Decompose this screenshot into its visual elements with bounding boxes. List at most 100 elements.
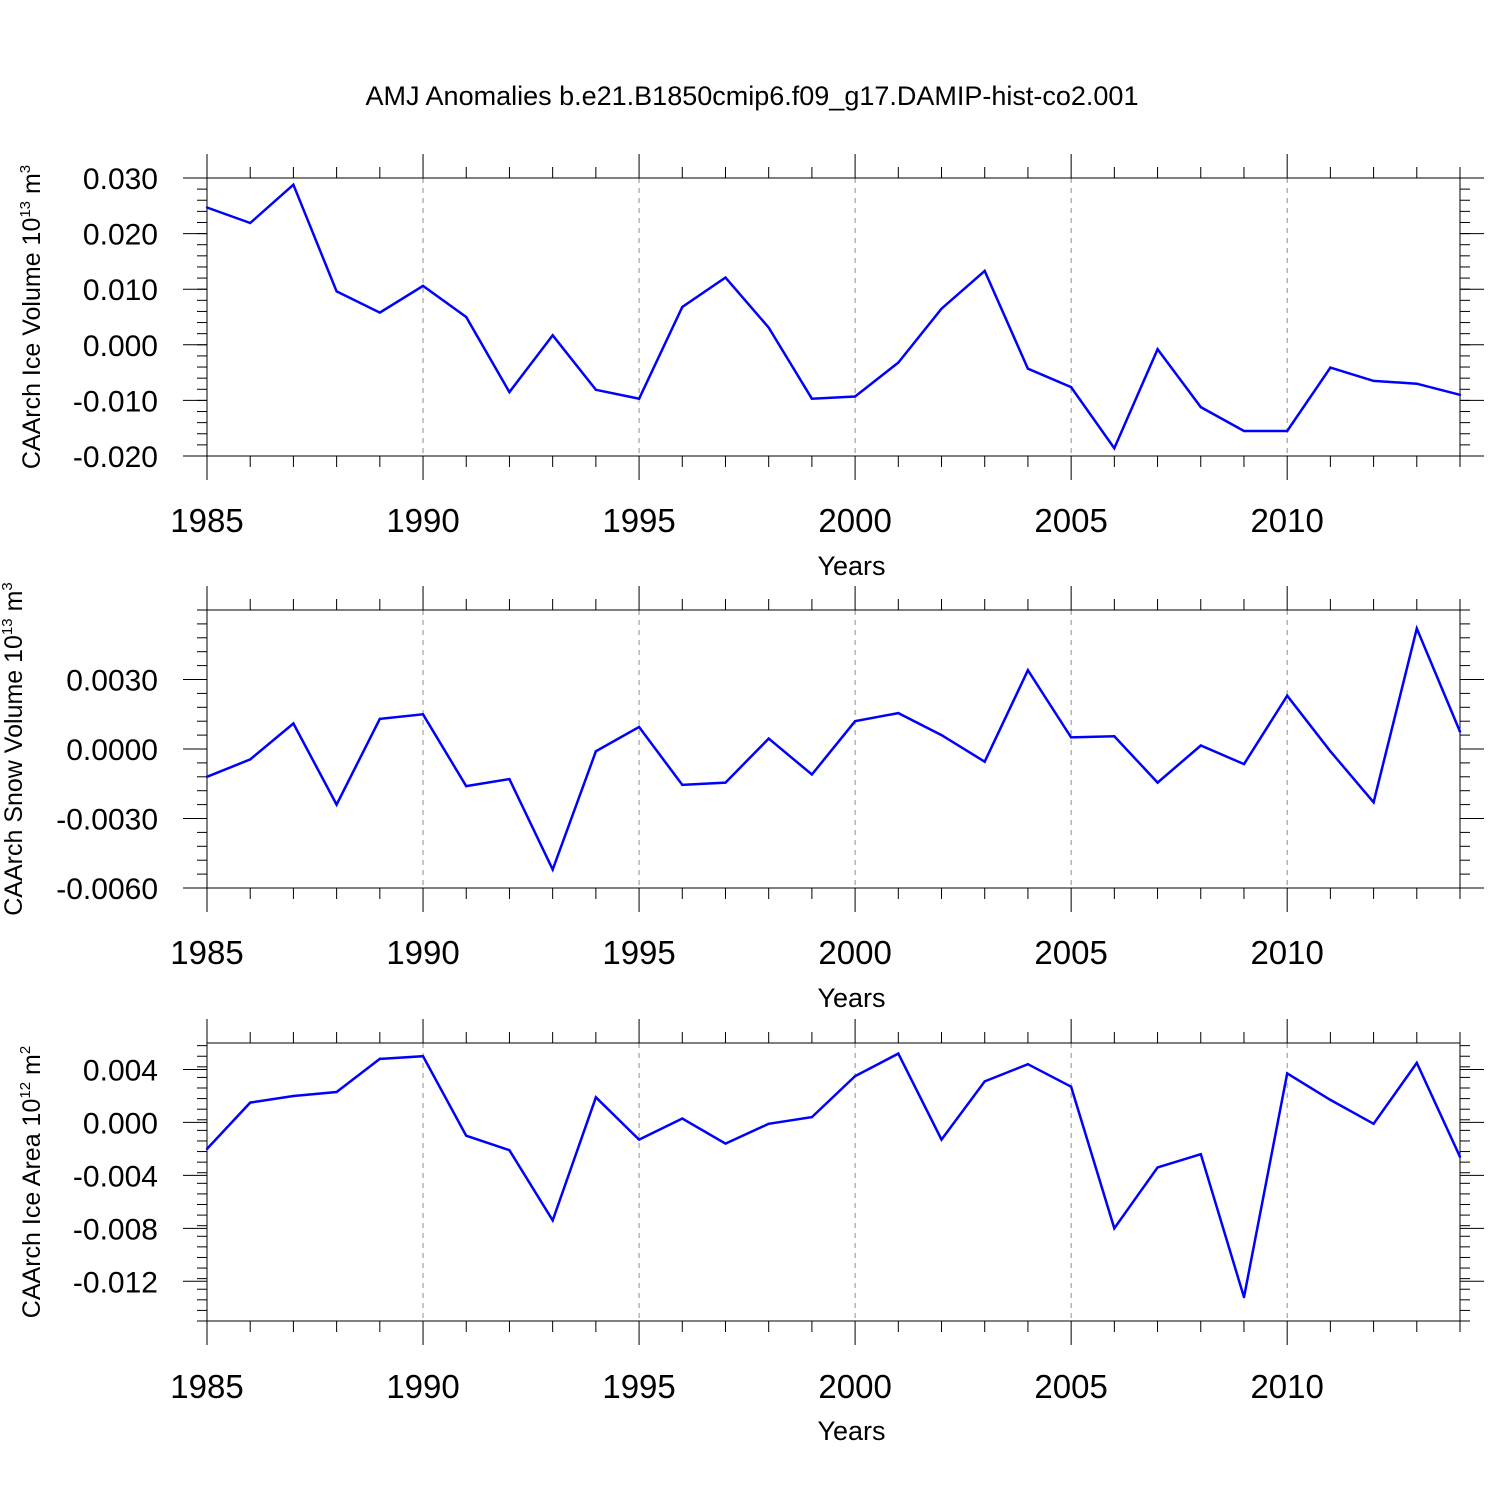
data-point xyxy=(1199,1153,1202,1156)
x-tick-label: 1990 xyxy=(386,1368,459,1405)
data-point xyxy=(1458,730,1462,733)
y-tick-label: -0.012 xyxy=(73,1266,158,1299)
data-point xyxy=(1026,1062,1030,1066)
chart-panel-1: 1985 1990 1995 2000 2005 2010 -0.020 -0.010 0.00… xyxy=(17,154,1484,581)
data-point xyxy=(292,183,295,186)
x-tick-label: 2005 xyxy=(1034,1368,1107,1405)
data-point xyxy=(1372,1122,1375,1125)
data-point xyxy=(1372,801,1375,804)
data-point xyxy=(378,311,382,314)
data-point xyxy=(1415,1061,1418,1065)
data-point xyxy=(1458,1155,1462,1159)
data-point xyxy=(1285,1072,1289,1075)
x-axis-label: Years xyxy=(817,983,885,1013)
data-point xyxy=(421,713,425,716)
data-point xyxy=(1069,1085,1073,1088)
x-tick-label: 1985 xyxy=(170,502,243,539)
data-point xyxy=(378,1057,382,1061)
y-tick-label: -0.0060 xyxy=(56,873,158,906)
x-tick-label: 1985 xyxy=(170,1368,243,1405)
data-point xyxy=(508,777,511,781)
data-point xyxy=(1242,429,1246,433)
x-tick-label: 2000 xyxy=(818,934,891,971)
data-point xyxy=(1329,366,1332,369)
y-axis-label: CAArch Ice Volume 1013 m3 xyxy=(17,165,46,469)
x-tick-label: 2010 xyxy=(1250,502,1323,539)
y-tick-label: -0.0030 xyxy=(56,804,158,837)
data-point xyxy=(983,1080,986,1083)
y-tick-label: 0.0000 xyxy=(66,734,158,767)
data-point xyxy=(983,760,986,763)
y-tick-label: 0.004 xyxy=(83,1054,158,1087)
data-point xyxy=(1156,348,1159,351)
data-point xyxy=(205,206,209,209)
x-tick-label: 1990 xyxy=(386,934,459,971)
y-tick-label: 0.000 xyxy=(83,1107,158,1140)
data-point xyxy=(767,1122,770,1125)
x-tick-label: 2010 xyxy=(1250,934,1323,971)
x-tick-label: 2000 xyxy=(818,1368,891,1405)
y-axis-label: CAArch Snow Volume 1013 m3 xyxy=(0,582,28,916)
data-point xyxy=(853,1074,857,1078)
data-point xyxy=(940,733,943,737)
y-tick-label: -0.010 xyxy=(73,385,158,418)
data-point xyxy=(335,803,338,806)
x-tick-label: 1995 xyxy=(602,1368,675,1405)
data-point xyxy=(292,722,295,725)
y-tick-label: 0.010 xyxy=(83,274,158,307)
data-point xyxy=(1285,429,1289,433)
data-point xyxy=(853,395,857,398)
series-line xyxy=(206,1051,1462,1298)
y-tick-label: -0.020 xyxy=(73,441,158,474)
data-point xyxy=(810,1115,814,1119)
data-point xyxy=(1329,1098,1332,1102)
data-point xyxy=(983,269,986,273)
data-point xyxy=(767,737,770,740)
data-point xyxy=(1242,762,1246,766)
data-point xyxy=(594,1096,598,1099)
data-point xyxy=(897,711,900,715)
data-point xyxy=(205,775,209,778)
data-point xyxy=(724,276,727,279)
data-point xyxy=(940,1138,943,1141)
series-line xyxy=(206,182,1461,451)
data-point xyxy=(421,284,425,288)
data-point xyxy=(249,221,252,225)
data-point xyxy=(767,326,770,329)
chart-panel-3: 1985 1990 1995 2000 2005 2010 -0.012 -0.008 -0.0… xyxy=(17,1019,1484,1446)
data-point xyxy=(637,725,641,729)
data-point xyxy=(465,315,468,319)
data-point xyxy=(1156,781,1159,784)
data-point xyxy=(551,1219,554,1222)
data-point xyxy=(724,1142,727,1145)
y-tick-label: 0.0030 xyxy=(66,665,158,698)
data-point xyxy=(249,758,252,761)
data-point xyxy=(681,305,684,309)
data-point xyxy=(724,781,727,784)
data-point xyxy=(1199,405,1202,409)
y-tick-label: 0.000 xyxy=(83,330,158,363)
data-point xyxy=(853,720,857,723)
data-point xyxy=(897,1052,900,1055)
data-point xyxy=(1026,367,1030,370)
data-point xyxy=(681,1117,684,1120)
data-point xyxy=(335,1090,338,1094)
x-tick-label: 1995 xyxy=(602,502,675,539)
data-point xyxy=(508,390,511,394)
data-point xyxy=(810,397,814,400)
data-point xyxy=(551,868,554,871)
data-point xyxy=(1069,736,1073,739)
data-point xyxy=(897,361,900,364)
y-tick-label: -0.008 xyxy=(73,1213,158,1246)
data-point xyxy=(1026,669,1030,672)
data-point xyxy=(1113,447,1116,450)
data-point xyxy=(1458,393,1462,397)
data-point xyxy=(1285,694,1289,697)
y-tick-label: 0.020 xyxy=(83,219,158,252)
series-line xyxy=(206,624,1462,873)
data-point xyxy=(421,1055,425,1058)
chart-title: AMJ Anomalies b.e21.B1850cmip6.f09_g17.D… xyxy=(366,81,1139,111)
y-tick-label: -0.004 xyxy=(73,1160,158,1193)
data-point xyxy=(335,290,338,293)
